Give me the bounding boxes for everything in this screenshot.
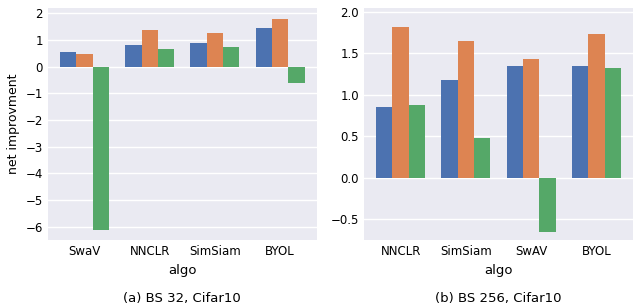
Bar <box>392 27 409 178</box>
Bar <box>458 41 474 178</box>
Bar <box>223 47 239 67</box>
Bar <box>158 49 174 67</box>
Bar <box>474 138 490 178</box>
Bar <box>141 30 158 67</box>
Bar <box>76 54 93 67</box>
X-axis label: algo: algo <box>168 264 196 277</box>
Bar <box>442 80 458 178</box>
Bar <box>125 45 141 67</box>
Bar <box>540 178 556 232</box>
Text: (b) BS 256, Cifar10: (b) BS 256, Cifar10 <box>435 292 562 305</box>
Bar <box>409 105 425 178</box>
Bar <box>255 28 272 67</box>
Bar <box>207 33 223 67</box>
Bar <box>588 34 605 178</box>
Bar <box>60 52 76 67</box>
Text: (a) BS 32, Cifar10: (a) BS 32, Cifar10 <box>124 292 241 305</box>
Y-axis label: net improvment: net improvment <box>7 74 20 174</box>
Bar <box>288 67 305 83</box>
X-axis label: algo: algo <box>484 264 513 277</box>
Bar <box>507 66 523 178</box>
Bar <box>605 68 621 178</box>
Bar <box>376 107 392 178</box>
Bar <box>523 59 540 178</box>
Bar <box>272 19 288 67</box>
Bar <box>572 66 588 178</box>
Bar <box>93 67 109 229</box>
Bar <box>191 43 207 67</box>
